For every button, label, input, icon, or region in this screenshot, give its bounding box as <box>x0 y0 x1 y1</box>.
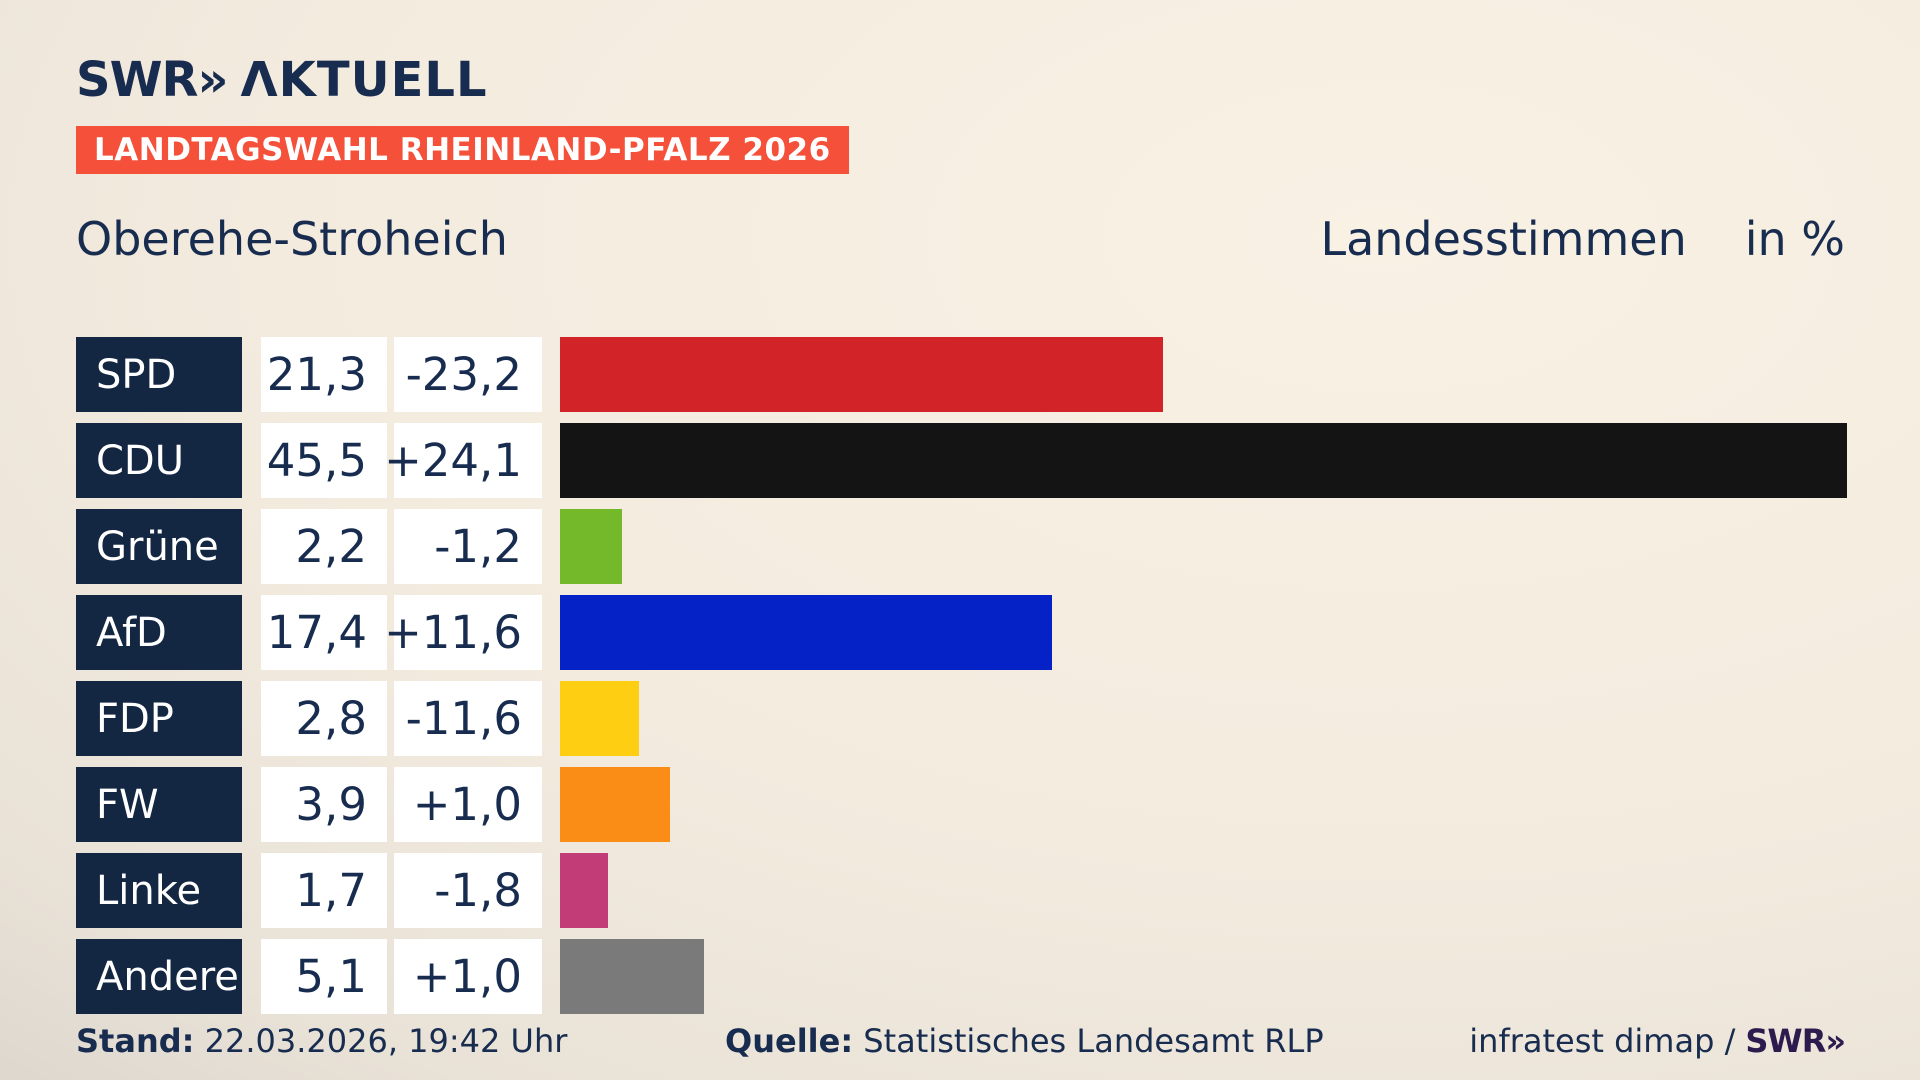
party-value: 2,2 <box>261 509 387 584</box>
result-bar <box>560 595 1053 670</box>
party-change: -11,6 <box>394 681 542 756</box>
source-note: Quelle: Statistisches Landesamt RLP <box>725 1022 1324 1060</box>
result-bar <box>560 423 1847 498</box>
stand-label: Stand: <box>76 1022 195 1060</box>
result-bar <box>560 509 623 584</box>
party-value: 21,3 <box>261 337 387 412</box>
result-bar <box>560 939 705 1014</box>
party-change: -23,2 <box>394 337 542 412</box>
election-badge: LANDTAGSWAHL RHEINLAND-PFALZ 2026 <box>76 126 849 174</box>
title-row: Oberehe-Stroheich Landesstimmen in % <box>76 212 1845 266</box>
party-value: 45,5 <box>261 423 387 498</box>
logo-title-text: ΛKTUELL <box>240 52 488 108</box>
party-label: AfD <box>76 595 242 670</box>
credit-swr-logo: SWR» <box>1745 1022 1846 1060</box>
party-label: Andere <box>76 939 242 1014</box>
table-row: AfD 17,4 +11,6 <box>0 595 1920 670</box>
party-label: SPD <box>76 337 242 412</box>
result-bar <box>560 853 609 928</box>
party-value: 17,4 <box>261 595 387 670</box>
party-label: FDP <box>76 681 242 756</box>
party-change: +11,6 <box>384 595 542 670</box>
party-value: 1,7 <box>261 853 387 928</box>
double-chevron-icon: » <box>197 52 228 108</box>
result-bar <box>560 681 640 756</box>
party-value: 3,9 <box>261 767 387 842</box>
party-label: Linke <box>76 853 242 928</box>
chart-subtitle: Landesstimmen in % <box>1320 212 1845 266</box>
subtitle-main: Landesstimmen <box>1320 212 1687 266</box>
swr-aktuell-logo: SWR» ΛKTUELL <box>76 52 488 108</box>
party-value: 2,8 <box>261 681 387 756</box>
source-label: Quelle: <box>725 1022 854 1060</box>
source-value: Statistisches Landesamt RLP <box>863 1022 1324 1060</box>
party-label: FW <box>76 767 242 842</box>
stand-timestamp: Stand: 22.03.2026, 19:42 Uhr <box>76 1022 567 1060</box>
result-bar <box>560 337 1163 412</box>
party-change: -1,2 <box>394 509 542 584</box>
party-value: 5,1 <box>261 939 387 1014</box>
stand-value: 22.03.2026, 19:42 Uhr <box>204 1022 568 1060</box>
table-row: Andere 5,1 +1,0 <box>0 939 1920 1014</box>
table-row: FDP 2,8 -11,6 <box>0 681 1920 756</box>
credit-note: infratest dimap / SWR» <box>1469 1022 1846 1060</box>
table-row: CDU 45,5 +24,1 <box>0 423 1920 498</box>
table-row: FW 3,9 +1,0 <box>0 767 1920 842</box>
subtitle-unit: in % <box>1744 212 1845 266</box>
table-row: Linke 1,7 -1,8 <box>0 853 1920 928</box>
page-title: Oberehe-Stroheich <box>76 212 508 266</box>
party-label: CDU <box>76 423 242 498</box>
party-change: -1,8 <box>394 853 542 928</box>
party-change: +1,0 <box>394 939 542 1014</box>
results-table: SPD 21,3 -23,2 CDU 45,5 +24,1 Grüne 2,2 … <box>0 337 1920 1025</box>
party-change: +24,1 <box>384 423 542 498</box>
logo-brand-text: SWR <box>76 52 198 108</box>
credit-text: infratest dimap / <box>1469 1022 1736 1060</box>
party-label: Grüne <box>76 509 242 584</box>
table-row: Grüne 2,2 -1,2 <box>0 509 1920 584</box>
table-row: SPD 21,3 -23,2 <box>0 337 1920 412</box>
party-change: +1,0 <box>394 767 542 842</box>
footer: Stand: 22.03.2026, 19:42 Uhr Quelle: Sta… <box>0 1022 1920 1066</box>
result-bar <box>560 767 671 842</box>
